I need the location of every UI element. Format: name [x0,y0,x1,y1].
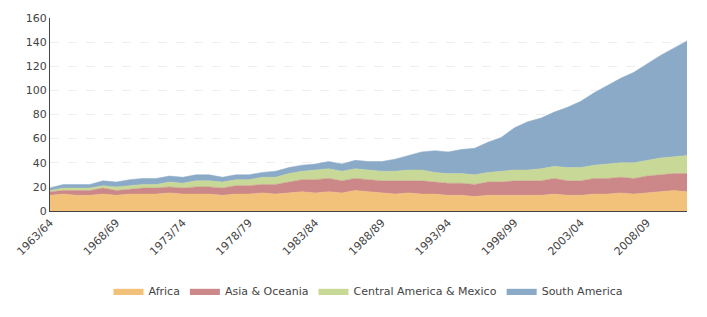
svg-text:0: 0 [40,205,47,218]
svg-text:40: 40 [33,157,47,170]
svg-text:60: 60 [33,132,47,145]
svg-text:140: 140 [26,36,47,49]
svg-text:120: 120 [26,60,47,73]
svg-text:1968/69: 1968/69 [81,217,123,259]
svg-text:Central America & Mexico: Central America & Mexico [353,285,496,298]
svg-text:1998/99: 1998/99 [479,217,521,259]
svg-text:2003/04: 2003/04 [545,217,587,259]
svg-text:Africa: Africa [149,285,180,298]
svg-text:1983/84: 1983/84 [280,217,322,259]
svg-text:160: 160 [26,12,47,25]
svg-text:South America: South America [542,285,623,298]
svg-text:20: 20 [33,181,47,194]
svg-text:1978/79: 1978/79 [214,217,256,259]
svg-text:1973/74: 1973/74 [147,217,189,259]
svg-text:Asia & Oceania: Asia & Oceania [225,285,309,298]
svg-text:80: 80 [33,108,47,121]
svg-text:1988/89: 1988/89 [346,217,388,259]
svg-text:1963/64: 1963/64 [15,217,57,259]
svg-text:1993/94: 1993/94 [413,217,455,259]
svg-text:100: 100 [26,84,47,97]
svg-text:2008/09: 2008/09 [612,217,654,259]
